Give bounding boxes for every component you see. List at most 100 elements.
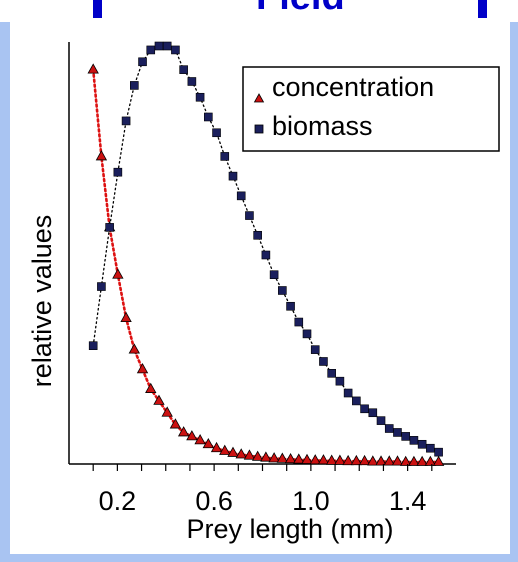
biomass-point [105, 223, 114, 232]
concentration-point [293, 453, 305, 464]
biomass-point [171, 45, 180, 55]
biomass-point [335, 376, 345, 386]
header-bar-left [93, 0, 102, 18]
legend-biomass-marker [254, 124, 264, 134]
concentration-point [309, 454, 321, 465]
biomass-point [384, 424, 394, 433]
biomass-point [319, 357, 328, 366]
biomass-point [426, 443, 435, 453]
concentration-point [128, 343, 140, 354]
concentration-point [301, 453, 313, 464]
biomass-point [310, 345, 320, 354]
biomass-point [195, 92, 205, 102]
biomass-point [261, 250, 271, 260]
concentration-point [375, 455, 387, 466]
concentration-point [153, 394, 165, 405]
biomass-point [88, 341, 98, 350]
concentration-point [424, 455, 437, 466]
concentration-point [268, 452, 280, 463]
concentration-point [284, 452, 297, 464]
biomass-point [162, 41, 172, 51]
biomass-point [376, 416, 386, 425]
biomass-point [130, 81, 139, 90]
biomass-point [286, 301, 295, 311]
biomass-point [360, 404, 369, 414]
concentration-point [276, 452, 289, 463]
biomass-point [146, 45, 156, 55]
biomass-point [434, 447, 443, 457]
concentration-point [243, 449, 256, 460]
biomass-point [253, 230, 262, 240]
x-tick-label: 0.6 [195, 486, 233, 516]
biomass-point [269, 270, 279, 280]
concentration-point [87, 63, 99, 74]
concentration-point [112, 268, 124, 279]
biomass-point [220, 152, 230, 161]
x-ticks: 0.2 0.6 1.0 1.4 [92, 464, 433, 516]
concentration-point [350, 454, 363, 466]
concentration-point [202, 437, 214, 449]
biomass-point [368, 408, 378, 418]
biomass-point [212, 128, 221, 138]
concentration-point [358, 454, 371, 466]
biomass-point [121, 116, 131, 126]
concentration-point [391, 455, 404, 466]
concentration-point [120, 311, 132, 322]
concentration-point [432, 455, 445, 466]
biomass-point [409, 436, 419, 445]
concentration-point [161, 406, 173, 417]
biomass-point [278, 286, 287, 295]
biomass-point [204, 112, 213, 122]
concentration-point [367, 455, 379, 466]
legend-concentration-label: concentration [272, 72, 434, 102]
concentration-point [383, 455, 395, 466]
chart-panel: 0.2 0.6 1.0 1.4 concentration biomass relat… [10, 22, 510, 554]
biomass-point [417, 439, 427, 449]
header-strip: Field [0, 0, 518, 22]
x-axis-title: Prey length (mm) [186, 514, 393, 544]
x-tick-label: 0.2 [99, 486, 137, 516]
biomass-point [401, 432, 410, 441]
concentration-point [177, 426, 190, 437]
concentration-point [408, 455, 420, 466]
concentration-point [186, 430, 198, 441]
biomass-point [113, 167, 123, 177]
biomass-point [228, 171, 238, 181]
concentration-point [194, 434, 206, 445]
x-tick-label: 1.0 [292, 486, 330, 516]
concentration-point [400, 455, 412, 466]
concentration-point [95, 150, 108, 161]
header-title-fragment: Field [256, 0, 345, 19]
biomass-point [343, 388, 353, 398]
concentration-point [260, 451, 272, 462]
legend-biomass-label: biomass [272, 111, 373, 141]
biomass-point [179, 65, 188, 74]
biomass-point [302, 329, 312, 339]
biomass-point [245, 211, 254, 220]
concentration-point [210, 441, 223, 453]
biomass-point [97, 282, 106, 291]
biomass-point [393, 428, 402, 437]
biomass-point [236, 191, 246, 201]
x-tick-label: 1.4 [389, 486, 427, 516]
data-marks [87, 41, 445, 466]
concentration-point [317, 454, 330, 465]
concentration-point [136, 363, 149, 374]
biomass-point [187, 77, 197, 86]
concentration-point [334, 454, 346, 465]
chart: 0.2 0.6 1.0 1.4 concentration biomass relat… [27, 41, 500, 544]
header-bar-right [478, 0, 487, 18]
concentration-point [227, 446, 239, 457]
concentration-point [235, 448, 247, 459]
concentration-point [416, 455, 428, 466]
biomass-point [327, 369, 336, 378]
legend-box [242, 66, 500, 152]
concentration-point [219, 444, 231, 455]
legend: concentration biomass [242, 66, 500, 152]
concentration-point [145, 382, 157, 393]
concentration-point [342, 454, 354, 466]
biomass-point [138, 57, 147, 67]
concentration-point [169, 418, 182, 429]
biomass-point [154, 41, 164, 51]
concentration-point [251, 450, 264, 461]
